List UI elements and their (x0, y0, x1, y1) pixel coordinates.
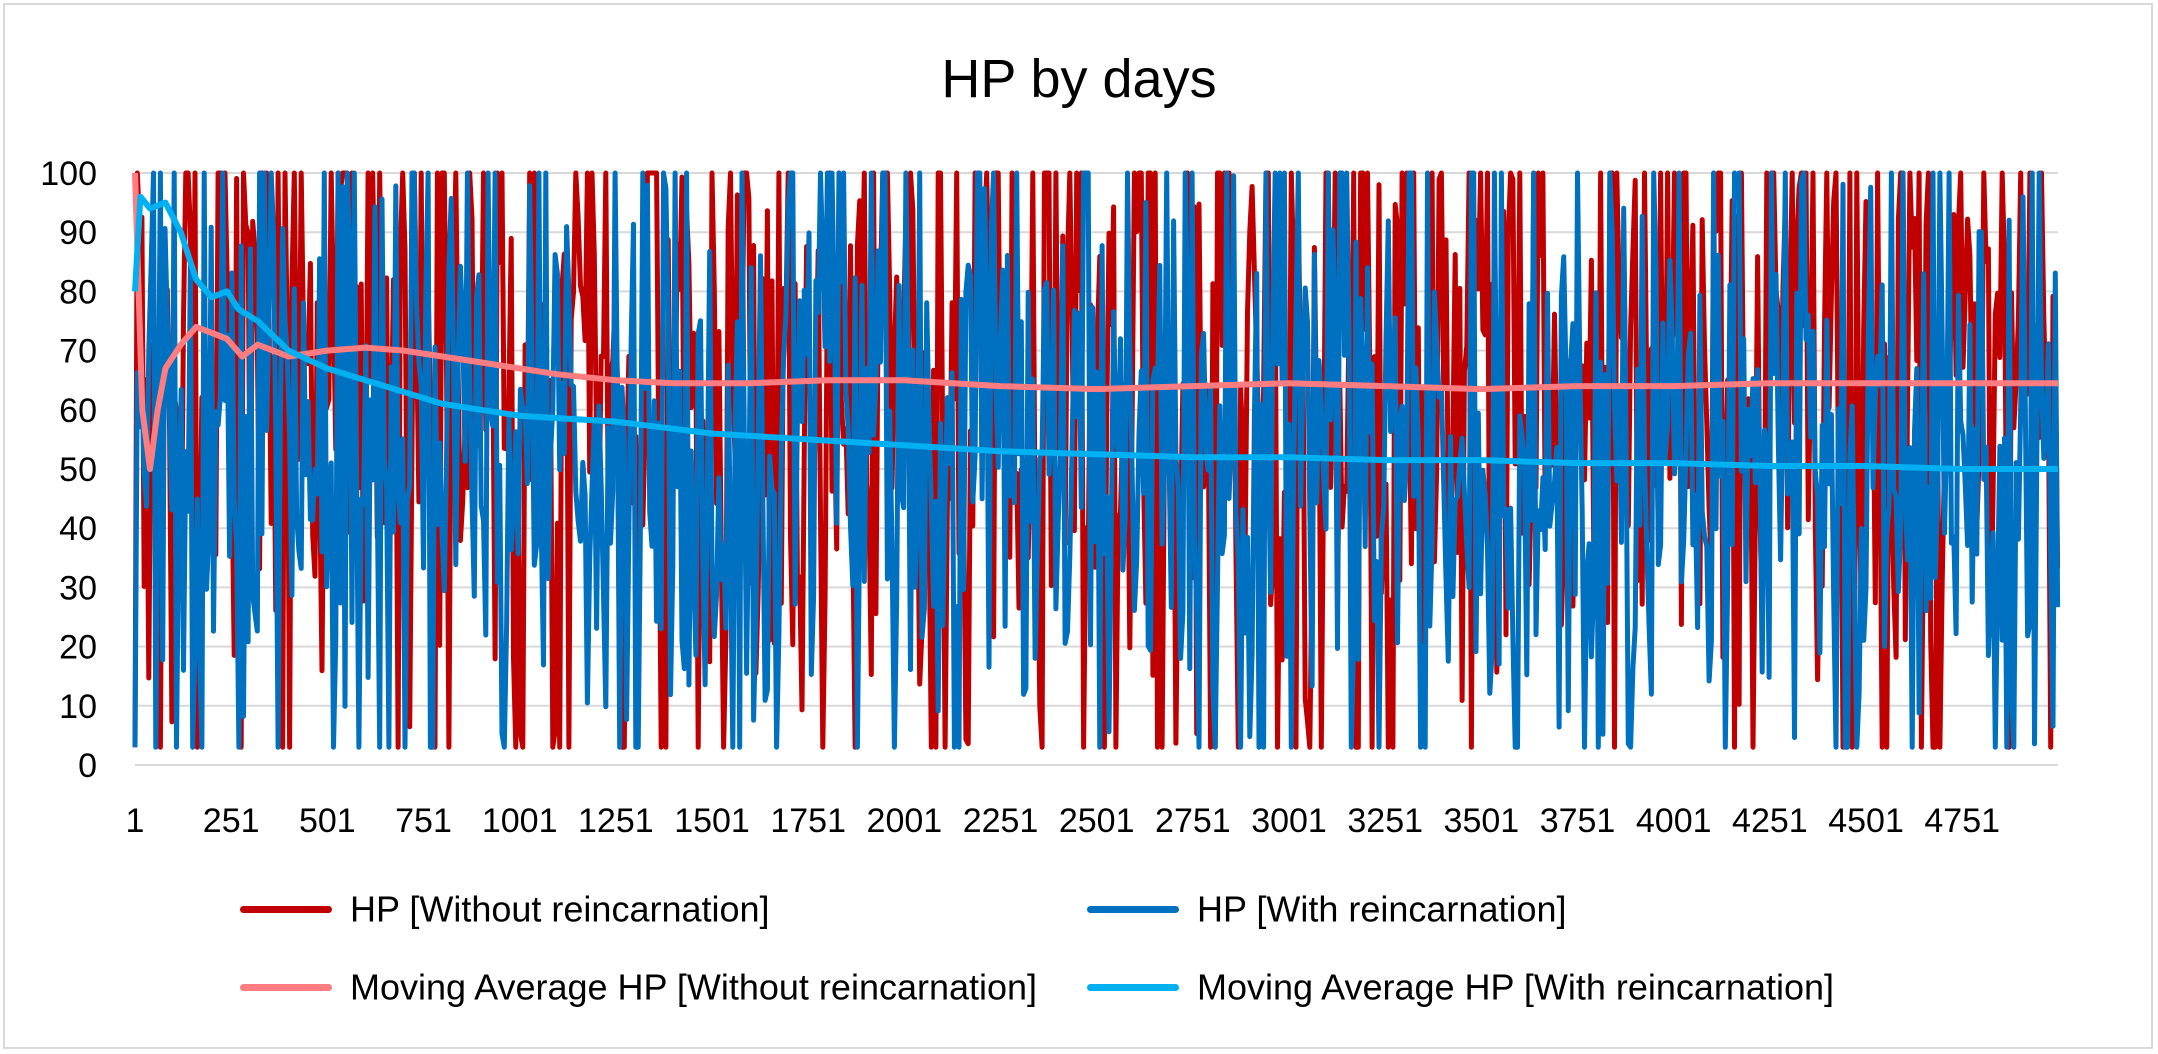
x-tick-label: 4751 (1924, 802, 2000, 840)
x-tick-label: 1251 (578, 802, 654, 840)
x-tick-label: 751 (395, 802, 452, 840)
x-tick-label: 3751 (1540, 802, 1616, 840)
series-line-ma-without (132, 172, 2058, 472)
legend-label: HP [With reincarnation] (1197, 888, 1567, 930)
y-tick-label: 10 (59, 688, 97, 726)
series-line-ma-with (132, 193, 2058, 472)
x-tick-label: 4501 (1828, 802, 1904, 840)
x-tick-label: 2501 (1059, 802, 1135, 840)
y-tick-label: 60 (59, 392, 97, 430)
y-tick-label: 70 (59, 333, 97, 371)
y-tick-label: 50 (59, 451, 97, 489)
legend-item-ma-without: Moving Average HP [Without reincarnation… (240, 964, 1037, 1008)
legend-swatch-hp-with (1087, 905, 1179, 913)
x-tick-label: 2751 (1155, 802, 1231, 840)
chart-title: HP by days (941, 49, 1217, 109)
series-layer (132, 170, 2061, 750)
y-tick-label: 30 (59, 569, 97, 607)
x-tick-label: 1001 (482, 802, 558, 840)
y-tick-label: 20 (59, 629, 97, 667)
x-tick-label: 3001 (1251, 802, 1327, 840)
y-axis-labels: 0 10 20 30 40 50 60 70 80 90 100 (40, 155, 97, 785)
x-tick-label: 3501 (1444, 802, 1520, 840)
y-tick-label: 100 (40, 155, 97, 193)
legend-swatch-ma-with (1087, 983, 1179, 991)
legend-label: Moving Average HP [With reincarnation] (1197, 966, 1835, 1008)
x-axis-labels: 1 251 501 751 1001 1251 1501 1751 2001 2251 2501 27… (126, 802, 2000, 840)
x-tick-label: 1751 (770, 802, 846, 840)
x-tick-label: 1501 (674, 802, 750, 840)
x-tick-label: 2001 (867, 802, 943, 840)
legend-swatch-hp-without (240, 905, 332, 913)
x-tick-label: 4251 (1732, 802, 1808, 840)
x-tick-label: 251 (203, 802, 260, 840)
x-tick-label: 3251 (1347, 802, 1423, 840)
y-tick-label: 80 (59, 273, 97, 311)
x-tick-label: 501 (299, 802, 356, 840)
y-tick-label: 0 (78, 747, 97, 785)
legend-label: Moving Average HP [Without reincarnation… (350, 966, 1038, 1008)
x-tick-label: 4001 (1636, 802, 1712, 840)
legend-item-hp-with: HP [With reincarnation] (1087, 886, 1567, 930)
legend-item-ma-with: Moving Average HP [With reincarnation] (1087, 964, 1834, 1008)
y-tick-label: 40 (59, 510, 97, 548)
x-tick-label: 1 (126, 802, 145, 840)
legend-label: HP [Without reincarnation] (350, 888, 770, 930)
legend-swatch-ma-without (240, 983, 332, 991)
legend-item-hp-without: HP [Without reincarnation] (240, 886, 770, 930)
y-tick-label: 90 (59, 214, 97, 252)
x-tick-label: 2251 (963, 802, 1039, 840)
